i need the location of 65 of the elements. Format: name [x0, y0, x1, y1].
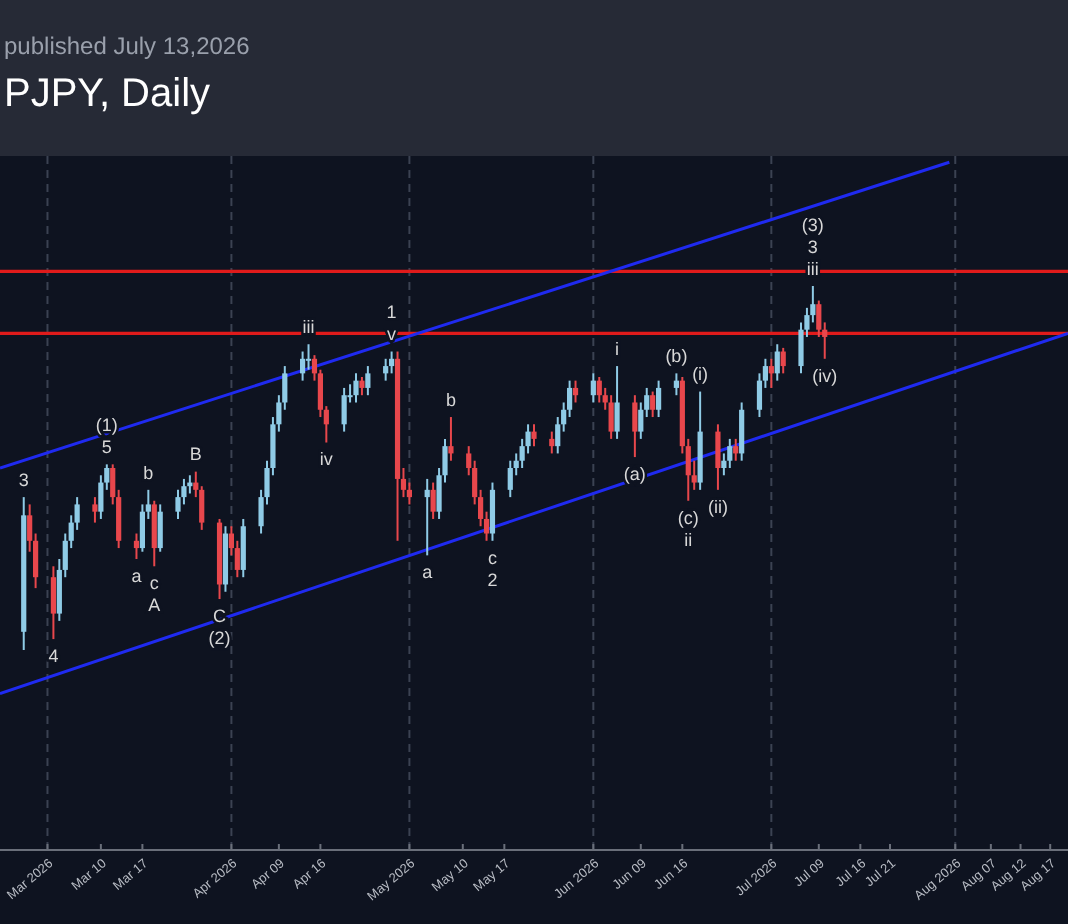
candlestick: [50, 565, 56, 641]
candlestick: [389, 350, 395, 375]
candlestick: [650, 390, 656, 419]
candlestick: [353, 372, 359, 404]
candlestick: [383, 357, 389, 382]
candlestick: [341, 386, 347, 433]
chart-title: PJPY, Daily: [4, 72, 211, 116]
candlestick: [507, 459, 513, 499]
annotation: (i): [692, 364, 709, 385]
candlestick: [774, 343, 780, 382]
annotation: B: [189, 444, 202, 465]
annotation: c: [487, 547, 498, 568]
annotation: b: [143, 462, 154, 483]
candlestick: [632, 394, 638, 459]
annotation: (2): [208, 627, 231, 648]
candlestick: [430, 481, 436, 520]
annotation: (iv): [812, 365, 838, 386]
candlestick: [596, 376, 602, 404]
candlestick: [608, 394, 614, 440]
annotation: A: [148, 595, 161, 616]
annotation: (3): [801, 214, 824, 235]
annotation: (b): [665, 346, 688, 367]
annotation: 5: [101, 437, 112, 458]
candlestick: [733, 437, 739, 462]
candlestick: [133, 532, 140, 560]
candlestick: [768, 357, 774, 389]
candlestick: [614, 365, 620, 440]
annotation: 2: [487, 569, 498, 590]
candlestick: [673, 372, 679, 397]
candlestick: [727, 437, 733, 469]
candlestick: [151, 499, 157, 568]
candlestick: [656, 379, 662, 419]
candlestick: [359, 376, 365, 397]
candlestick: [424, 477, 430, 557]
annotation: a: [131, 565, 142, 586]
annotation: 1: [386, 302, 397, 323]
candlestick: [300, 350, 306, 382]
candlestick: [240, 517, 246, 579]
annotation: 3: [807, 236, 818, 257]
annotation: iii: [302, 316, 315, 337]
annotation: 3: [18, 469, 29, 490]
candlestick: [365, 365, 371, 397]
annotation: 4: [48, 645, 59, 666]
annotation: (1): [95, 415, 118, 436]
candlestick: [305, 343, 312, 371]
annotation: iv: [319, 449, 334, 470]
candlestick: [780, 346, 786, 375]
candlestick: [590, 372, 596, 404]
candlestick: [549, 430, 555, 455]
candlestick: [715, 423, 721, 491]
candlestick: [739, 401, 745, 462]
chart-subtitle: published July 13,2026: [4, 32, 251, 60]
annotation: (c): [677, 507, 699, 528]
candlestick: [572, 379, 579, 404]
annotation: a: [422, 562, 433, 583]
annotation: i: [615, 338, 620, 359]
candlestick: [157, 503, 163, 553]
candlestick: [92, 496, 98, 524]
annotation: ii: [684, 529, 693, 550]
annotation: c: [149, 573, 160, 594]
candlestick: [448, 416, 454, 462]
candlestick: [531, 423, 537, 448]
annotation: b: [445, 389, 456, 410]
annotation: (ii): [707, 496, 728, 517]
candlestick: [489, 481, 496, 542]
